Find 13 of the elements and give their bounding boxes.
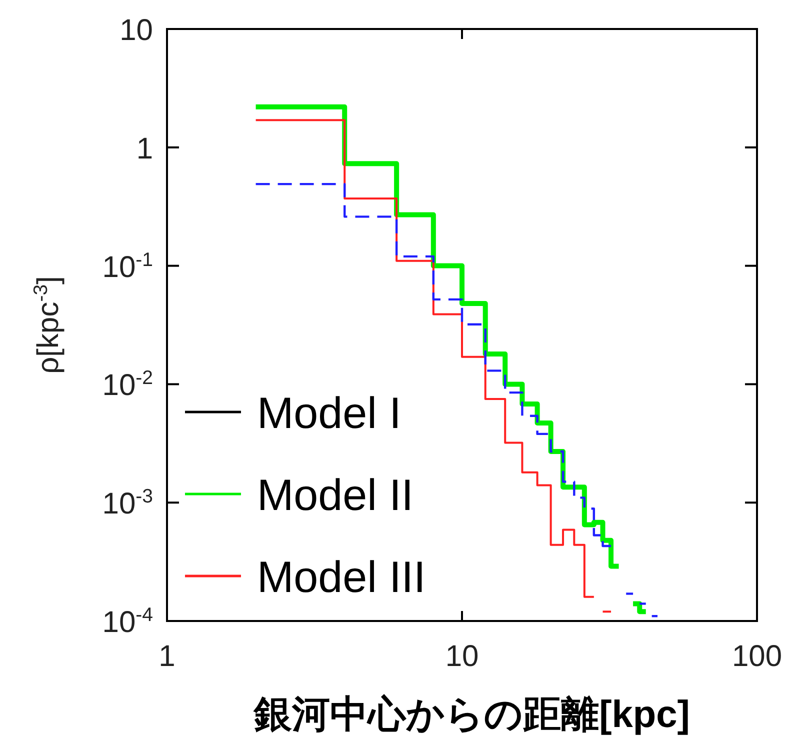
x-tick-label: 1 [158, 640, 176, 673]
y-tick-label: 10$^{-4}$ [102, 604, 154, 639]
y-tick-label: 10$^{-3}$ [102, 486, 153, 521]
y-tick-label: 10$^{-1}$ [102, 248, 153, 284]
y-tick-label: 10 [120, 14, 153, 47]
y-tick-label: 1 [136, 132, 153, 166]
legend-label: Model I [257, 389, 402, 438]
x-tick-label: 10 [445, 640, 479, 673]
x-axis-title: 銀河中心からの距離[kpc] [253, 693, 690, 736]
legend-label: Model III [257, 553, 426, 602]
y-tick-label: 10$^{-2}$ [102, 367, 153, 402]
legend-label: Model II [257, 471, 414, 520]
x-tick-label: 100 [732, 640, 782, 673]
